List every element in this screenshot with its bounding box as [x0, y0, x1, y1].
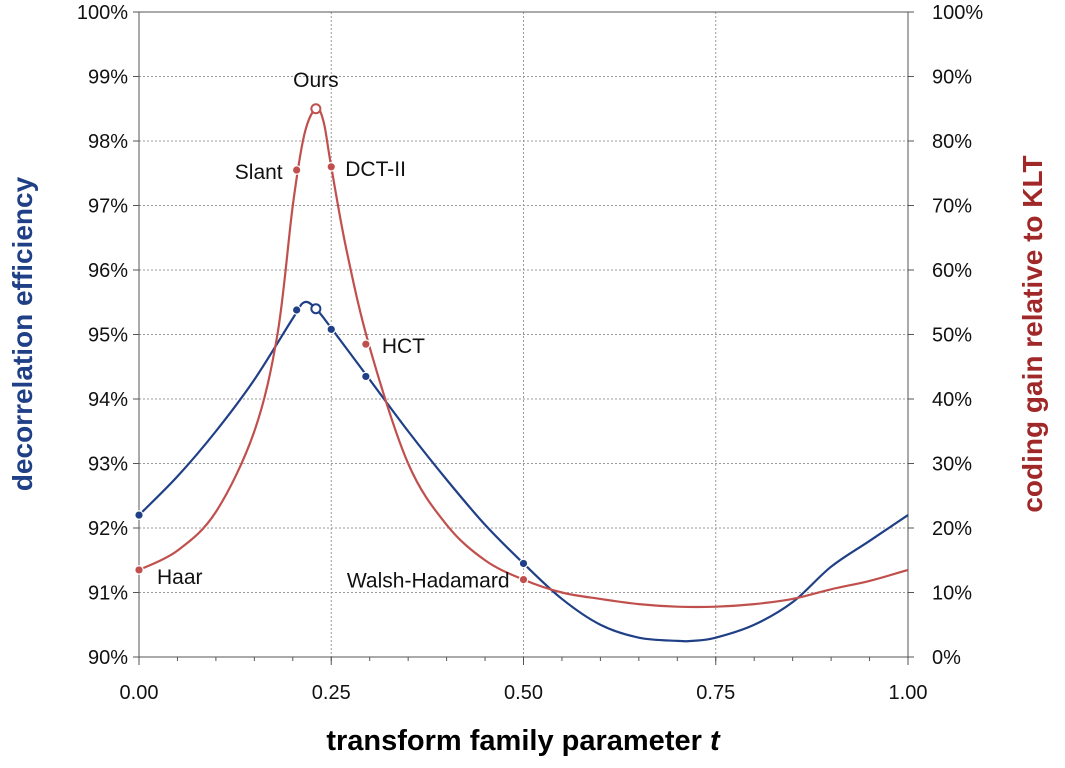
x-tick-label: 0.75 — [696, 682, 735, 704]
point-label: Haar — [157, 566, 203, 589]
grid — [139, 12, 908, 657]
y-right-tick-label: 90% — [932, 67, 972, 89]
y-left-tick-label: 94% — [88, 389, 128, 411]
y-left-tick-label: 90% — [88, 647, 128, 669]
annotations: Haar Slant Ours DCT-II HCT Walsh-Hadamard — [157, 69, 510, 593]
point-label: Ours — [293, 69, 339, 92]
y-right-tick-label: 100% — [932, 2, 983, 24]
y-axis-right-title: coding gain relative to KLT — [1017, 155, 1048, 512]
data-point — [326, 324, 337, 335]
data-point-open — [310, 103, 322, 115]
y-right-tick-label: 40% — [932, 389, 972, 411]
data-point — [326, 162, 337, 172]
data-point — [518, 574, 529, 585]
data-point — [134, 510, 144, 520]
y-left-tick-label: 95% — [88, 325, 128, 347]
data-point — [361, 339, 371, 349]
data-point — [134, 565, 144, 575]
data-point — [291, 165, 302, 175]
point-label: DCT-II — [345, 158, 406, 181]
data-point — [518, 558, 529, 569]
y-right-tick-label: 50% — [932, 325, 972, 347]
data-point-open — [310, 303, 322, 315]
data-point — [361, 371, 371, 382]
coding-gain-line — [138, 107, 909, 609]
y-left-tick-label: 92% — [88, 518, 128, 540]
y-left-tick-label: 100% — [77, 2, 128, 24]
x-tick-label: 0.00 — [120, 682, 159, 704]
y-right-tick-label: 70% — [932, 196, 972, 218]
y-left-tick-label: 93% — [88, 454, 128, 476]
series-layer — [134, 103, 909, 643]
point-label: HCT — [382, 335, 425, 358]
y-right-tick-label: 10% — [932, 583, 972, 605]
x-tick-label: 0.50 — [504, 682, 543, 704]
x-axis-title: transform family parameter t — [326, 725, 721, 757]
y-left-tick-label: 91% — [88, 583, 128, 605]
y-right-tick-label: 0% — [932, 647, 961, 669]
axis-ticks: 90% 91% 92% 93% 94% 95% 96% 97% 98% 99% 100% 0% 10% 2… — [77, 2, 984, 704]
x-tick-label: 1.00 — [889, 682, 928, 704]
y-left-tick-label: 97% — [88, 196, 128, 218]
y-left-tick-label: 99% — [88, 67, 128, 89]
y-right-tick-label: 60% — [932, 260, 972, 282]
y-right-tick-label: 80% — [932, 131, 972, 153]
decorrelation-efficiency-line — [138, 300, 909, 643]
y-left-tick-label: 98% — [88, 131, 128, 153]
data-point — [291, 305, 302, 315]
y-right-tick-label: 20% — [932, 518, 972, 540]
x-tick-label: 0.25 — [312, 682, 351, 704]
y-axis-left-title: decorrelation efficiency — [7, 176, 38, 491]
point-label: Walsh-Hadamard — [347, 570, 510, 593]
y-left-tick-label: 96% — [88, 260, 128, 282]
y-right-tick-label: 30% — [932, 454, 972, 476]
point-label: Slant — [235, 161, 283, 184]
